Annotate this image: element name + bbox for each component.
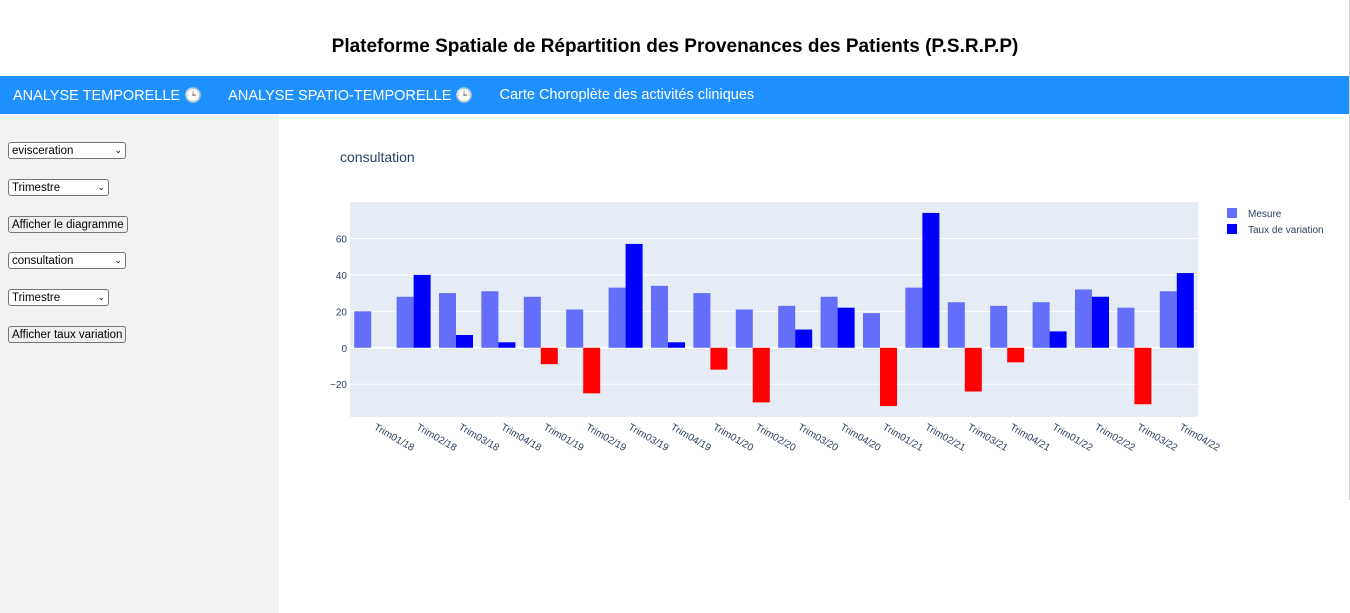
bar-mesure [693,293,711,348]
bar-mesure [863,313,880,348]
bar-chart: −200204060Trim01/18Trim02/18Trim03/18Tri… [330,202,1324,454]
plot-background [350,202,1198,417]
bar-taux-variation [1049,331,1067,348]
x-tick-label: Trim03/22 [1135,422,1180,454]
chart-title: consultation [340,149,415,165]
bar-mesure [1075,289,1092,348]
period-select-1[interactable]: Trimestre ⌄ [8,179,109,196]
x-tick-label: Trim04/21 [1008,422,1053,454]
bar-taux-variation [795,329,813,348]
legend-label-taux: Taux de variation [1248,225,1324,236]
bar-mesure [354,311,372,348]
x-tick-label: Trim01/19 [541,422,586,454]
bar-taux-variation [1092,296,1109,348]
legend-swatch-mesure [1227,208,1237,218]
chevron-down-icon: ⌄ [97,292,105,302]
y-tick-label: 40 [336,271,348,282]
bar-taux-variation [922,212,940,348]
x-tick-label: Trim04/22 [1177,422,1222,454]
chevron-down-icon: ⌄ [114,255,122,265]
bar-mesure [1117,307,1135,348]
bar-mesure [651,285,668,348]
x-tick-label: Trim01/18 [372,422,417,454]
x-tick-label: Trim01/20 [711,422,756,454]
bar-mesure [1032,302,1050,348]
activity-select-1[interactable]: evisceration ⌄ [8,142,126,159]
x-tick-label: Trim02/21 [923,422,968,454]
bar-mesure [523,296,541,348]
sidebar: evisceration ⌄ Trimestre ⌄ Afficher le d… [0,114,279,613]
x-tick-label: Trim01/22 [1050,422,1095,454]
bar-taux-variation [837,307,855,348]
bar-mesure [481,291,499,348]
app-title: Plateforme Spatiale de Répartition des P… [331,36,1019,57]
bar-taux-variation [540,347,558,365]
nav-carte-choroplete[interactable]: Carte Choroplète des activités cliniques [499,87,755,103]
chevron-down-icon: ⌄ [114,145,122,155]
period-select-2-value: Trimestre [12,291,61,304]
bar-taux-variation [456,335,473,348]
bar-mesure [947,302,965,348]
bar-mesure [396,296,414,348]
bar-mesure [1159,291,1177,348]
x-tick-label: Trim02/22 [1093,422,1138,454]
bar-taux-variation [583,347,601,394]
bar-taux-variation [625,243,643,348]
bar-mesure [608,287,626,348]
bar-taux-variation [1007,347,1025,363]
chart-panel: consultation −20 0 20 40 60 Trim01/18 Trim02/1… [279,114,1349,613]
bar-taux-variation [880,347,897,407]
bar-mesure [735,309,753,348]
bar-taux-variation [1134,347,1152,405]
legend-label-mesure: Mesure [1248,209,1282,220]
bar-taux-variation [498,342,516,348]
bar-mesure [905,287,923,348]
x-tick-label: Trim04/18 [499,422,544,454]
y-tick-label: 0 [341,344,347,355]
nav-analyse-temporelle[interactable]: ANALYSE TEMPORELLE 🕒 [13,87,203,104]
activity-select-2[interactable]: consultation ⌄ [8,252,126,269]
bar-taux-variation [1176,273,1194,348]
x-tick-label: Trim02/19 [584,422,629,454]
bar-mesure [778,305,796,348]
bar-taux-variation [668,342,685,348]
navbar: ANALYSE TEMPORELLE 🕒 ANALYSE SPATIO-TEMP… [0,76,1349,114]
x-tick-label: Trim03/18 [457,422,502,454]
x-tick-label: Trim03/20 [796,422,841,454]
x-tick-label: Trim01/21 [881,422,926,454]
bar-mesure [566,309,584,348]
activity-select-2-value: consultation [12,254,74,267]
activity-select-1-value: evisceration [12,144,74,157]
nav-analyse-spatio-temporelle[interactable]: ANALYSE SPATIO-TEMPORELLE 🕒 [228,87,474,104]
show-diagram-button[interactable]: Afficher le diagramme [8,216,128,233]
period-select-1-value: Trimestre [12,181,61,194]
legend-swatch-taux [1227,224,1237,234]
y-tick-label: 60 [336,234,348,245]
bar-taux-variation [964,347,982,392]
bar-taux-variation [413,274,431,348]
x-tick-label: Trim02/18 [414,422,459,454]
bar-mesure [820,296,838,348]
show-rate-button[interactable]: Afficher taux variation [8,326,127,343]
y-tick-label: 20 [336,307,348,318]
x-tick-label: Trim02/20 [753,422,798,454]
chevron-down-icon: ⌄ [97,182,105,192]
x-tick-label: Trim04/19 [669,422,714,454]
x-tick-label: Trim04/20 [838,422,883,454]
bar-mesure [990,305,1008,348]
y-tick-label: −20 [330,380,347,391]
bar-taux-variation [710,347,728,370]
bar-mesure [439,293,456,348]
x-tick-label: Trim03/21 [965,422,1010,454]
x-tick-label: Trim03/19 [626,422,671,454]
period-select-2[interactable]: Trimestre ⌄ [8,289,109,306]
bar-taux-variation [752,347,770,403]
